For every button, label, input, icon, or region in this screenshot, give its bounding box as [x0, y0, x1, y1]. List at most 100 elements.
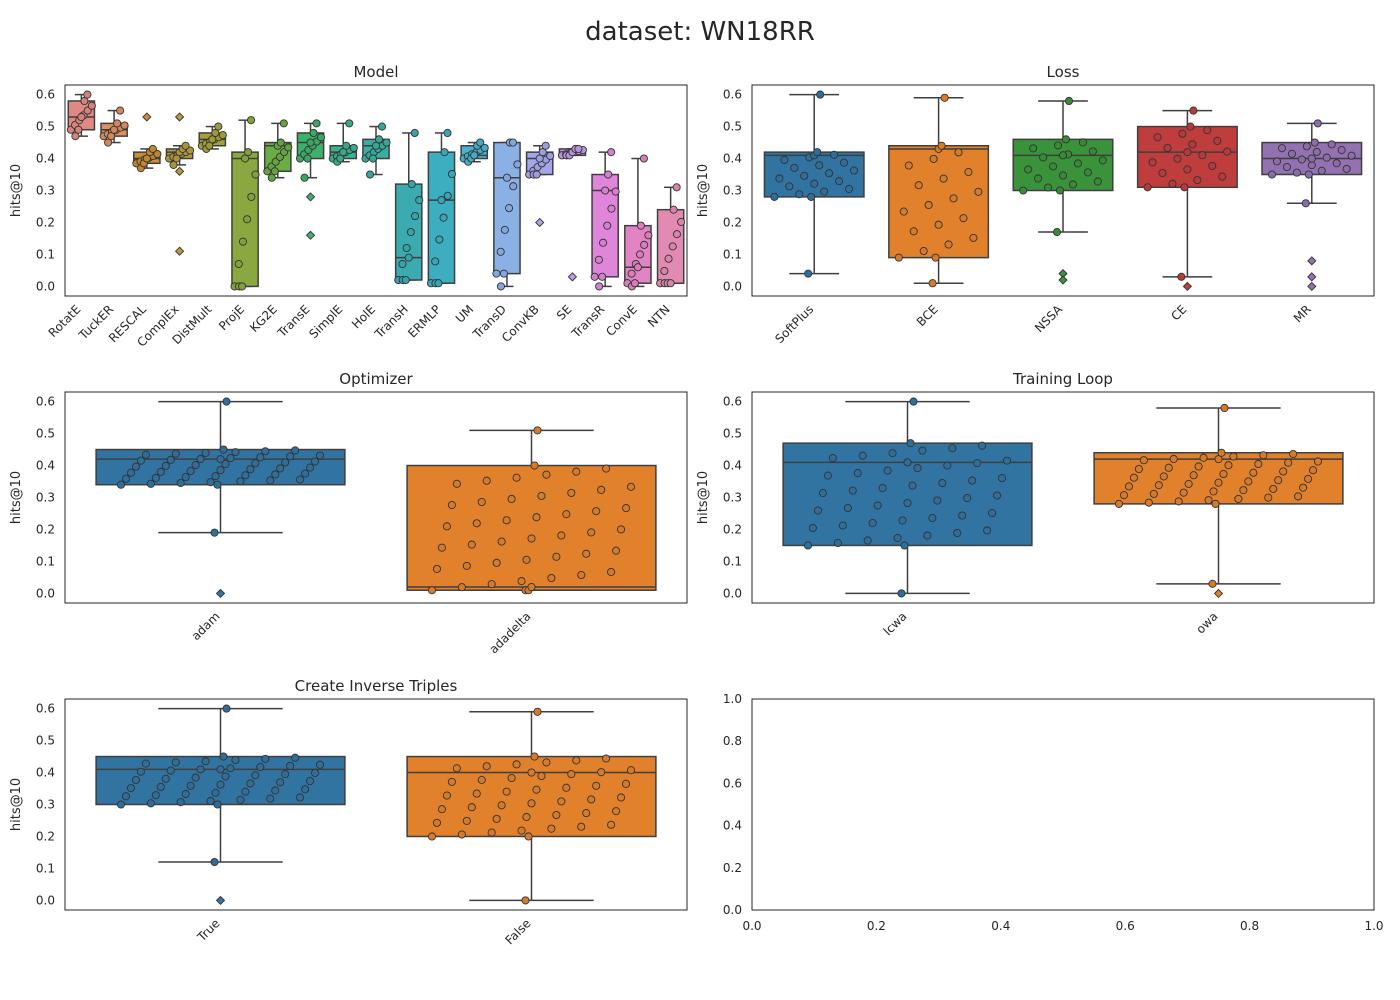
panel-5: 0.0 0.2 0.4 0.6 0.8 1.0 0.0 0.2 0.4 0.6 0.8 1.0 [723, 692, 1384, 933]
swarm-point [900, 541, 909, 550]
swarm-point [672, 183, 681, 192]
swarm-point [509, 182, 518, 191]
y-tick-label: 0.3 [36, 491, 55, 505]
swarm-point [538, 148, 547, 157]
swarm-point [196, 765, 205, 774]
swarm-point [535, 154, 544, 163]
swarm-point [462, 816, 471, 825]
swarm-point [315, 760, 325, 769]
swarm-point [904, 161, 913, 170]
swarm-point [949, 194, 958, 203]
swarm-point [496, 282, 505, 291]
swarm-point [833, 538, 842, 548]
swarm-point [1177, 272, 1186, 281]
swarm-point [1073, 159, 1082, 168]
y-tick-label: 0.1 [723, 554, 742, 568]
swarm-point [594, 255, 603, 264]
swarm-point [1194, 462, 1203, 471]
swarm-point [1327, 140, 1336, 149]
swarm-point [1219, 469, 1228, 479]
swarm-point [126, 468, 135, 477]
swarm-point [775, 174, 784, 183]
swarm-point [410, 212, 420, 221]
swarm-point [508, 138, 517, 147]
swarm-point [136, 456, 145, 465]
swarm-point [906, 439, 915, 448]
swarm-point [1198, 151, 1207, 160]
swarm-point [172, 154, 181, 163]
swarm-point [1292, 168, 1301, 177]
swarm-point [603, 221, 612, 230]
swarm-point [244, 148, 253, 157]
swarm-point [1188, 140, 1197, 149]
swarm-point [507, 773, 516, 783]
outlier-point [174, 166, 185, 176]
swarm-point [1186, 122, 1195, 131]
swarm-point [181, 472, 190, 482]
swarm-point [284, 143, 293, 152]
x-tick-label: 0.6 [1116, 919, 1135, 933]
swarm-point [241, 154, 250, 163]
swarm-point [312, 119, 321, 128]
swarm-point [639, 154, 648, 163]
outlier-point [305, 230, 316, 240]
outlier-point [1213, 588, 1224, 599]
swarm-point [435, 235, 444, 244]
swarm-point [502, 787, 511, 796]
swarm-point [296, 793, 305, 802]
x-tick-label: SE [554, 302, 575, 323]
swarm-point [800, 171, 809, 180]
swarm-point [504, 204, 514, 213]
swarm-point [196, 454, 205, 464]
swarm-point [931, 253, 940, 262]
swarm-point [1002, 456, 1012, 465]
swarm-point [452, 479, 461, 488]
swarm-point [440, 148, 449, 157]
swarm-point [582, 809, 591, 818]
swarm-point [141, 759, 150, 768]
swarm-point [310, 768, 320, 777]
swarm-point [492, 814, 501, 823]
swarm-point [1148, 158, 1157, 167]
swarm-point [668, 242, 677, 251]
swarm-point [1158, 168, 1167, 178]
swarm-point [919, 247, 928, 256]
swarm-point [281, 458, 290, 467]
swarm-point [1322, 153, 1331, 162]
swarm-point [148, 144, 157, 153]
swarm-point [577, 570, 586, 580]
swarm-point [1179, 488, 1188, 497]
swarm-point [442, 522, 451, 531]
swarm-point [1249, 468, 1258, 477]
swarm-point [597, 485, 606, 494]
swarm-point [211, 128, 220, 138]
swarm-point [507, 494, 516, 504]
swarm-point [627, 269, 636, 278]
swarm-point [443, 191, 452, 200]
swarm-point [524, 832, 533, 841]
y-tick-label: 0.0 [36, 586, 55, 600]
swarm-point [1282, 162, 1291, 172]
x-tick-label: adadelta [486, 609, 533, 656]
x-tick-label: owa [1193, 609, 1220, 636]
x-tick-label: ProjE [216, 302, 247, 333]
swarm-point [87, 101, 96, 110]
swarm-point [502, 173, 511, 182]
swarm-point [1304, 474, 1313, 483]
swarm-point [533, 707, 542, 716]
swarm-point [532, 785, 541, 794]
swarm-point [873, 501, 882, 510]
y-tick-label: 0.5 [723, 120, 742, 134]
swarm-point [377, 122, 387, 131]
x-tick-label: 0.4 [991, 919, 1010, 933]
swarm-point [291, 446, 300, 455]
swarm-point [247, 116, 256, 125]
swarm-point [1143, 183, 1152, 192]
swarm-point [840, 158, 849, 167]
swarm-point [567, 770, 576, 779]
swarm-point [281, 770, 290, 779]
swarm-point [940, 93, 949, 102]
swarm-point [838, 521, 847, 530]
swarm-point [547, 824, 556, 833]
y-tick-label: 0.4 [36, 459, 55, 473]
